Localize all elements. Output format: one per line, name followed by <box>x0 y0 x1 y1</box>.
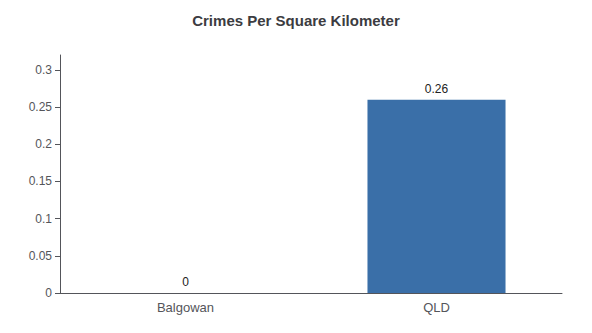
svg-text:0.26: 0.26 <box>425 82 449 96</box>
svg-text:Crimes Per Square Kilometer: Crimes Per Square Kilometer <box>192 12 400 29</box>
svg-text:0: 0 <box>45 286 52 300</box>
svg-text:0: 0 <box>182 275 189 289</box>
svg-text:0.3: 0.3 <box>35 63 52 77</box>
svg-text:0.15: 0.15 <box>29 174 53 188</box>
svg-text:Balgowan: Balgowan <box>157 300 214 315</box>
svg-text:0.2: 0.2 <box>35 137 52 151</box>
svg-text:0.25: 0.25 <box>29 100 53 114</box>
svg-text:0.05: 0.05 <box>29 249 53 263</box>
svg-text:QLD: QLD <box>423 300 450 315</box>
svg-text:0.1: 0.1 <box>35 212 52 226</box>
